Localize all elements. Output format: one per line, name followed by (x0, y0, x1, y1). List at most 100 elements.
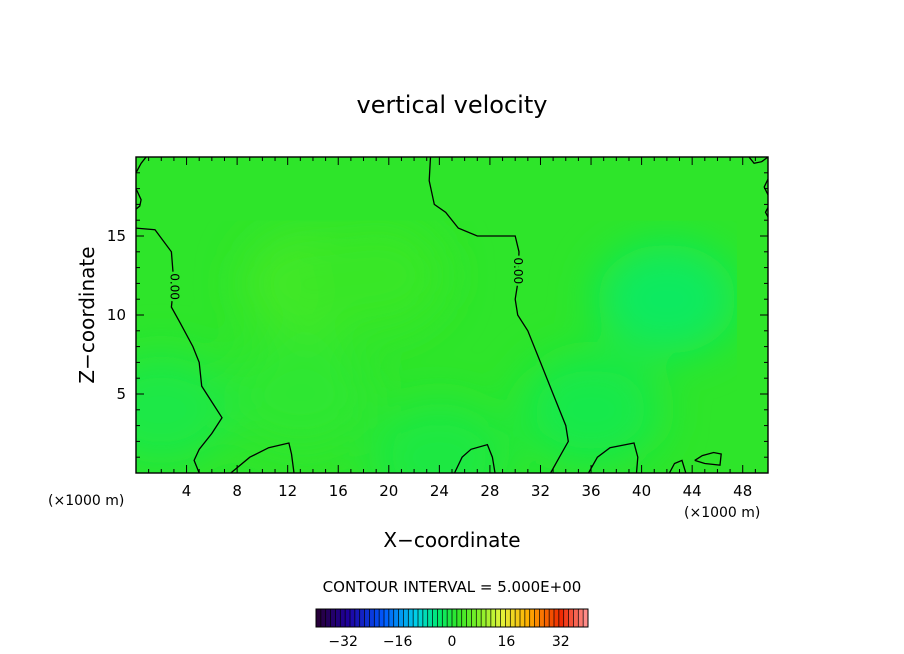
colorbar-swatch (388, 609, 395, 627)
colorbar-swatch (442, 609, 448, 627)
contour-interval-text: CONTOUR INTERVAL = 5.000E+00 (323, 578, 582, 596)
colorbar-swatch (486, 609, 492, 627)
colorbar-tick-label: 0 (448, 634, 457, 650)
colorbar-swatch (500, 609, 506, 627)
colorbar-swatch (471, 609, 477, 627)
x-tick-label: 8 (232, 482, 242, 500)
x-unit-left: (×1000 m) (48, 493, 124, 509)
y-tick-label: 5 (116, 385, 126, 403)
colorbar-swatch (374, 609, 380, 627)
colorbar-swatch (359, 609, 365, 627)
colorbar-swatch (398, 609, 404, 627)
field-blob (521, 354, 662, 465)
x-axis-label: X−coordinate (383, 528, 520, 552)
contour-line (428, 157, 569, 473)
colorbar-swatch (544, 609, 550, 627)
colorbar-swatch (447, 609, 453, 627)
colorbar-swatch (320, 609, 327, 627)
field-blob (306, 220, 447, 331)
colorbar-swatch (583, 609, 589, 627)
x-tick-label: 32 (531, 482, 550, 500)
colorbar-swatch (534, 609, 540, 627)
colorbar-swatch (340, 609, 346, 627)
y-tick-label: 10 (107, 306, 126, 324)
contour-line (763, 178, 768, 196)
colorbar-swatch (515, 609, 521, 627)
x-tick-label: 12 (278, 482, 297, 500)
x-tick-label: 44 (683, 482, 702, 500)
colorbar-swatch (554, 609, 560, 627)
x-unit-right: (×1000 m) (684, 505, 760, 521)
x-tick-label: 16 (329, 482, 348, 500)
contour-line (453, 443, 496, 473)
colorbar-swatch (573, 609, 579, 627)
colorbar-swatch (578, 609, 584, 627)
colorbar-swatch (350, 609, 356, 627)
colorbar-swatch (481, 609, 487, 627)
colorbar-swatch (456, 609, 463, 627)
contour-line (694, 451, 722, 466)
colorbar-swatch (563, 609, 569, 627)
colorbar-swatch (558, 609, 565, 627)
colorbar-swatch (345, 609, 351, 627)
colorbar-swatch (413, 609, 419, 627)
colorbar-swatch (403, 609, 409, 627)
contour-line (230, 442, 295, 473)
colorbar-tick-label: −32 (328, 634, 358, 650)
colorbar-swatch (408, 609, 414, 627)
x-tick-label: 24 (430, 482, 449, 500)
contour-line (136, 188, 142, 210)
field-blob (230, 339, 371, 449)
colorbar-swatch (549, 609, 555, 627)
colorbar-swatch (495, 609, 501, 627)
colorbar-swatch (505, 609, 511, 627)
contour-line (136, 227, 223, 473)
y-axis-label: Z−coordinate (75, 246, 99, 383)
colorbar-swatch (422, 609, 429, 627)
x-tick-label: 36 (581, 482, 600, 500)
colorbar-swatch (427, 609, 433, 627)
zero-contours (136, 157, 768, 473)
colorbar-swatch (529, 609, 535, 627)
contour-labels: 0.00 0.00 (165, 255, 528, 303)
x-tick-label: 28 (480, 482, 499, 500)
colorbar-swatch (354, 609, 361, 627)
contour-line (587, 442, 639, 473)
field-blob (136, 354, 232, 465)
field-blob (596, 244, 737, 355)
x-tick-label: 4 (182, 482, 192, 500)
colorbar-swatch (432, 609, 438, 627)
contour-label: 0.00 (511, 257, 525, 284)
x-tick-label: 20 (379, 482, 398, 500)
contour-line (764, 207, 768, 218)
colorbar-swatch (466, 609, 472, 627)
colorbar-swatch (335, 609, 341, 627)
colorbar-swatch (325, 609, 331, 627)
colorbar-swatch (418, 609, 424, 627)
x-tick-label: 48 (733, 482, 752, 500)
field-blob (369, 402, 510, 473)
colorbar-tick-label: 16 (497, 634, 515, 650)
colorbar-swatch (476, 609, 482, 627)
y-tick-label: 15 (107, 227, 126, 245)
chart-title: vertical velocity (357, 91, 548, 119)
colorbar-swatch (452, 609, 458, 627)
contour-line (668, 459, 687, 473)
colorbar-swatch (379, 609, 385, 627)
colorbar-swatch (520, 609, 526, 627)
colorbar-frame (315, 608, 589, 628)
colorbar-swatch (369, 609, 375, 627)
colorbar-swatch (510, 609, 516, 627)
colorbar-swatch (316, 609, 322, 627)
colorbar-swatch (568, 609, 574, 627)
colorbar: −32 −16 0 16 32 (315, 608, 589, 650)
colorbar-swatch (364, 609, 370, 627)
colorbar-swatch (393, 609, 399, 627)
contour-line (748, 157, 768, 165)
colorbar-tick-label: −16 (383, 634, 413, 650)
colorbar-swatch (330, 609, 336, 627)
colorbar-swatch (524, 609, 531, 627)
